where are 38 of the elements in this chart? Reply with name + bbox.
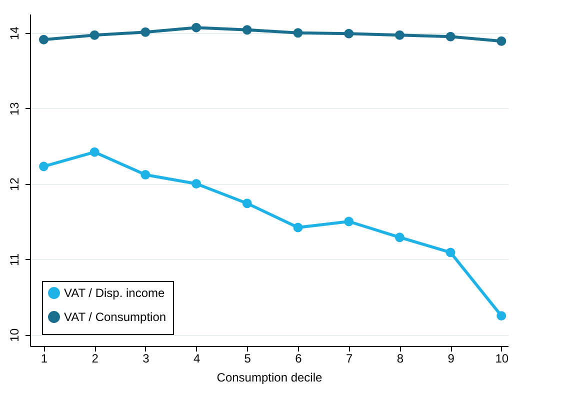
x-tick-label: 6 [295,352,302,366]
x-tick-label: 9 [448,352,455,366]
point [192,22,202,32]
legend-label: VAT / Disp. income [64,286,166,300]
point [496,36,506,46]
x-tick-label: 4 [193,352,200,366]
x-tick-label: 5 [244,352,252,366]
point [192,179,202,189]
point [344,216,354,226]
point [496,311,506,321]
x-axis-title: Consumption decile [216,370,323,384]
x-tick-label: 1 [40,352,48,366]
x-tick-label: 2 [92,352,99,366]
y-tick-label: 10 [8,328,22,342]
x-tick-label: 7 [346,352,353,366]
point [344,28,354,38]
legend-label: VAT / Consumption [64,310,166,324]
y-tick-label: 11 [8,253,22,266]
point [90,147,100,157]
point [140,27,150,37]
point [394,30,404,40]
y-tick-label: 12 [8,177,22,191]
y-tick-label: 14 [8,26,22,40]
y-tick-label: 13 [8,102,22,116]
point [38,162,48,172]
point [242,198,252,208]
point [394,232,404,242]
point [446,248,456,258]
point [90,30,100,40]
point [140,170,150,180]
point [38,34,48,44]
point [242,25,252,35]
point [293,222,303,232]
x-tick-label: 10 [495,352,509,366]
point [446,32,456,42]
x-tick-label: 8 [396,352,404,366]
x-tick-label: 3 [142,352,150,366]
point [293,28,303,38]
